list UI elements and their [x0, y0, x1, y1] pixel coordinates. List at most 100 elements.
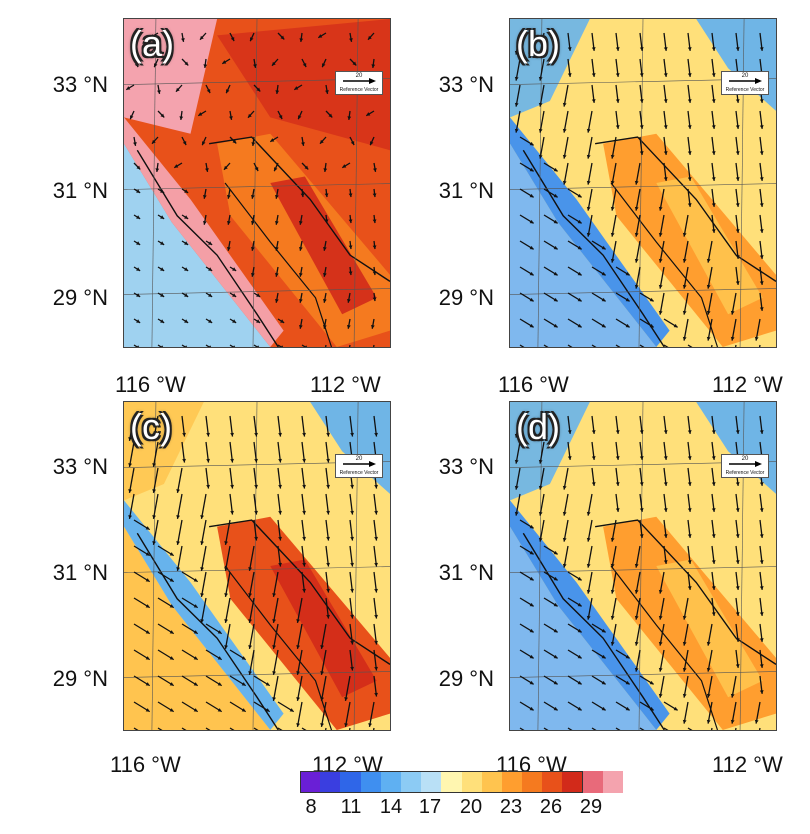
wind-vector-head: [250, 220, 255, 225]
wind-vector-head: [682, 719, 687, 724]
wind-vector-head: [134, 63, 139, 68]
wind-vector: [731, 292, 737, 315]
wind-vector-head: [230, 484, 234, 489]
wind-vector-head: [226, 246, 231, 251]
wind-vector-head: [591, 47, 596, 51]
wind-vector-head: [711, 229, 716, 233]
wind-vector-head: [615, 482, 620, 486]
wind-vector-head: [634, 563, 639, 568]
wind-vector-head: [208, 267, 213, 271]
wind-vector: [515, 84, 521, 107]
wind-vector-head: [296, 645, 301, 649]
wind-vector: [587, 188, 593, 211]
wind-vector-head: [759, 47, 764, 51]
wind-vector-head: [200, 35, 204, 40]
wind-vector-head: [217, 682, 222, 686]
wind-vector-head: [610, 641, 615, 646]
wind-vector-head: [553, 219, 558, 224]
wind-vector: [687, 727, 693, 730]
wind-vector: [587, 493, 593, 516]
wind-vector-head: [759, 508, 764, 512]
wind-vector-head: [610, 180, 615, 185]
wind-vector-head: [326, 458, 330, 463]
wind-vector-head: [663, 151, 668, 155]
wind-vector: [515, 441, 521, 464]
lat-label-31: 31 °N: [52, 178, 108, 203]
wind-vector: [301, 727, 307, 730]
wind-vector-head: [615, 73, 620, 77]
wind-vector-head: [326, 536, 330, 541]
wind-vector-head: [553, 193, 558, 198]
wind-vector-head: [346, 324, 351, 329]
colorbar-swatch: [542, 771, 563, 793]
wind-vector-head: [230, 37, 235, 42]
wind-vector-head: [658, 206, 663, 211]
wind-vector: [659, 266, 665, 289]
wind-vector: [635, 240, 641, 263]
wind-vector-head: [711, 203, 716, 207]
wind-vector: [587, 519, 593, 542]
wind-vector-head: [224, 645, 229, 649]
wind-vector-head: [169, 682, 174, 686]
reference-vector-value: 20: [355, 73, 363, 79]
wind-vector-head: [577, 219, 582, 224]
wind-vector: [519, 344, 525, 347]
wind-vector: [563, 84, 569, 107]
wind-vector-head: [577, 323, 582, 328]
wind-vector-head: [663, 99, 668, 103]
wind-vector-head: [322, 298, 327, 303]
wind-vector-head: [150, 34, 155, 38]
wind-vector-head: [735, 47, 740, 51]
wind-vector-head: [298, 246, 303, 251]
wind-vector-head: [538, 102, 543, 107]
wind-vector: [707, 266, 713, 289]
wind-vector: [683, 266, 689, 289]
wind-vector-head: [152, 489, 157, 493]
wind-vector: [152, 415, 159, 442]
wind-vector-head: [754, 719, 759, 724]
colorbar-tick: 8: [305, 796, 317, 818]
wind-vector-head: [711, 151, 716, 155]
wind-vector: [539, 519, 545, 542]
lat-label-29: 29 °N: [52, 285, 108, 310]
wind-vector-head: [759, 534, 764, 538]
wind-vector-head: [371, 64, 376, 68]
wind-vector: [272, 597, 279, 624]
wind-vector-head: [184, 293, 189, 297]
wind-vector-head: [322, 324, 327, 329]
wind-vector: [683, 701, 689, 724]
wind-vector-head: [658, 615, 663, 620]
wind-vector-head: [350, 562, 354, 567]
wind-vector-head: [176, 541, 181, 545]
wind-vector-head: [274, 298, 279, 303]
wind-vector-head: [152, 463, 157, 467]
wind-vector-head: [610, 563, 615, 568]
wind-vector-head: [538, 511, 543, 516]
wind-vector-head: [298, 272, 303, 277]
wind-vector: [611, 162, 617, 185]
wind-vector-head: [278, 484, 282, 489]
wind-vector: [248, 545, 255, 572]
wind-vector-head: [352, 61, 357, 66]
wind-vector-head: [298, 220, 303, 225]
wind-vector-head: [224, 541, 229, 545]
wind-vector-head: [514, 485, 519, 490]
wind-vector-head: [322, 246, 327, 251]
wind-vector: [515, 32, 521, 55]
wind-vector-head: [324, 219, 329, 224]
wind-vector-head: [610, 154, 615, 159]
wind-vector-head: [615, 47, 620, 51]
wind-vector: [277, 344, 283, 347]
wind-vector: [563, 136, 569, 159]
wind-vector-head: [160, 241, 165, 245]
wind-vector-head: [538, 76, 543, 81]
wind-vector: [587, 136, 593, 159]
wind-vector-head: [610, 537, 615, 542]
wind-vector: [296, 597, 303, 624]
wind-vector-head: [601, 323, 606, 328]
wind-vector-head: [711, 430, 716, 434]
wind-vector-head: [248, 567, 253, 571]
wind-vector: [635, 649, 641, 672]
wind-vector-head: [591, 456, 596, 460]
wind-vector-head: [320, 139, 324, 144]
